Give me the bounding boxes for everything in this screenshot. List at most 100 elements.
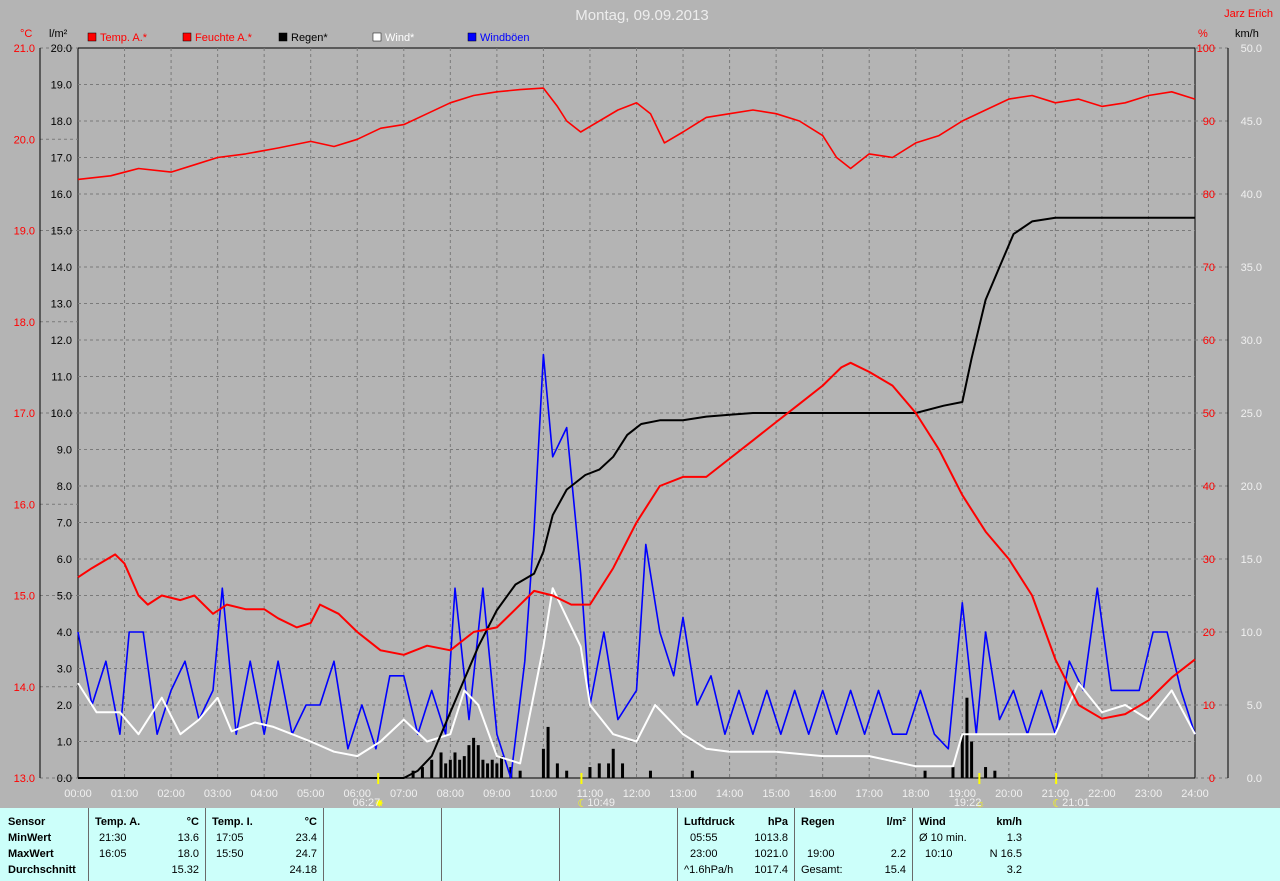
- x-tick-label: 14:00: [716, 788, 744, 800]
- rain-bars: [411, 697, 997, 778]
- stats-sensor-col: Sensor MinWert MaxWert Durchschnitt: [0, 808, 89, 881]
- wind-max-val: N 16.5: [989, 848, 1022, 860]
- temp-a-avg: 15.32: [171, 864, 199, 876]
- rain-tick-label: 18.0: [51, 116, 72, 128]
- wind-tick-label: 10.0: [1241, 627, 1262, 639]
- wind-tick-label: 15.0: [1241, 554, 1262, 566]
- rain-bar: [621, 763, 625, 778]
- rain-tick-label: 5.0: [57, 591, 72, 603]
- humidity-tick-label: 0: [1209, 773, 1215, 785]
- x-tick-label: 15:00: [762, 788, 790, 800]
- temp-i-max-time: 15:50: [216, 848, 244, 860]
- temp-i-unit: °C: [304, 816, 317, 828]
- moonrise-icon: ☾: [577, 798, 587, 808]
- chart-grid: [40, 47, 1228, 779]
- stats-panel: Sensor MinWert MaxWert Durchschnitt Temp…: [0, 808, 1280, 881]
- wind-tick-label: 50.0: [1241, 43, 1262, 55]
- humidity-axis-unit: %: [1198, 28, 1208, 40]
- x-tick-label: 10:00: [530, 788, 558, 800]
- wind-tick-label: 20.0: [1241, 481, 1262, 493]
- x-tick-label: 18:00: [902, 788, 930, 800]
- legend-swatch: [278, 32, 288, 42]
- rain-bar: [597, 763, 601, 778]
- rain-bar: [970, 741, 974, 778]
- temp-i-title: Temp. I.: [212, 816, 253, 828]
- humidity-tick-label: 80: [1203, 189, 1215, 201]
- wind-tick-label: 45.0: [1241, 116, 1262, 128]
- x-tick-label: 08:00: [437, 788, 465, 800]
- rain-bar: [490, 759, 494, 778]
- rain-bar: [448, 759, 452, 778]
- rain-bar: [420, 767, 424, 778]
- rain-bar: [611, 748, 615, 778]
- temp-tick-label: 20.0: [14, 134, 35, 146]
- rain-bar: [951, 767, 955, 778]
- x-tick-label: 24:00: [1181, 788, 1209, 800]
- rain-bar: [607, 763, 611, 778]
- x-tick-label: 06:00: [343, 788, 371, 800]
- x-tick-label: 11:00: [577, 788, 604, 800]
- x-tick-label: 00:00: [64, 788, 92, 800]
- rain-tick-label: 2.0: [57, 700, 72, 712]
- series-line-windb-en: [77, 353, 1196, 779]
- rain-tick-label: 16.0: [51, 189, 72, 201]
- stats-pressure-col: Luftdruck hPa 05:55 1013.8 23:00 1021.0 …: [678, 808, 795, 881]
- legend-label: Feuchte A.*: [195, 32, 253, 44]
- temp-tick-label: 18.0: [14, 317, 35, 329]
- x-tick-label: 12:00: [623, 788, 651, 800]
- rain-bar: [453, 752, 457, 778]
- temp-i-max-val: 24.7: [295, 848, 317, 860]
- rain-max-val: 2.2: [890, 848, 906, 860]
- pressure-trend-val: 1017.4: [754, 864, 788, 876]
- rain-title: Regen: [801, 816, 835, 828]
- rain-bar: [444, 763, 448, 778]
- x-tick-label: 03:00: [204, 788, 232, 800]
- chart-axes: 00:00 01:00 02:00 03:00 04:00 05:00 06:00 07:00…: [14, 43, 1262, 800]
- marker-label: 21:01: [1062, 797, 1090, 808]
- wind-title: Wind: [919, 816, 946, 828]
- series-line-temp-a-: [77, 361, 1196, 720]
- stats-empty-col-2: [442, 808, 560, 881]
- temp-i-min-val: 23.4: [295, 832, 317, 844]
- temp-tick-label: 14.0: [14, 682, 35, 694]
- legend-swatch: [372, 32, 382, 42]
- wind-day-avg: 3.2: [1006, 864, 1022, 876]
- wind-axis-unit: km/h: [1235, 28, 1259, 40]
- x-tick-label: 22:00: [1088, 788, 1116, 800]
- temp-a-unit: °C: [186, 816, 199, 828]
- rain-tick-label: 6.0: [57, 554, 72, 566]
- humidity-tick-label: 10: [1203, 700, 1215, 712]
- pressure-trend-label: ^1.6hPa/h: [684, 864, 734, 876]
- rain-bar: [462, 756, 466, 778]
- rain-bar: [993, 770, 997, 778]
- rain-tick-label: 1.0: [57, 737, 72, 749]
- weather-chart: 00:00 01:00 02:00 03:00 04:00 05:00 06:00 07:00…: [14, 7, 1273, 808]
- temp-a-title: Temp. A.: [95, 816, 141, 828]
- wind-tick-label: 30.0: [1241, 335, 1262, 347]
- rain-bar: [690, 770, 694, 778]
- astro-markers: ✸06:27 ☾ 10:49 ☼19:22 ☾ 21:01: [353, 773, 1090, 808]
- wind-max-time: 10:10: [925, 848, 953, 860]
- rain-tick-label: 10.0: [51, 408, 72, 420]
- rain-bar: [518, 770, 522, 778]
- pressure-max-time: 23:00: [690, 848, 718, 860]
- rain-tick-label: 0.0: [57, 773, 72, 785]
- humidity-tick-label: 100: [1197, 43, 1215, 55]
- pressure-title: Luftdruck: [684, 816, 735, 828]
- wind-tick-label: 35.0: [1241, 262, 1262, 274]
- rain-bar: [546, 726, 550, 778]
- rain-tick-label: 7.0: [57, 518, 72, 530]
- stats-rain-col: Regen l/m² 19:00 2.2 Gesamt: 15.4: [795, 808, 913, 881]
- rain-bar: [500, 756, 504, 778]
- humidity-tick-label: 90: [1203, 116, 1215, 128]
- rain-tick-label: 12.0: [51, 335, 72, 347]
- temp-axis-unit: °C: [20, 28, 32, 40]
- rain-bar: [565, 770, 569, 778]
- stats-temp-i-col: Temp. I. °C 17:05 23.4 15:50 24.7 24.18: [206, 808, 324, 881]
- humidity-tick-label: 70: [1203, 262, 1215, 274]
- wind-avg-val: 1.3: [1006, 832, 1022, 844]
- humidity-tick-label: 60: [1203, 335, 1215, 347]
- rain-tick-label: 11.0: [51, 372, 72, 384]
- series-line-wind-: [77, 587, 1196, 768]
- temp-i-min-time: 17:05: [216, 832, 244, 844]
